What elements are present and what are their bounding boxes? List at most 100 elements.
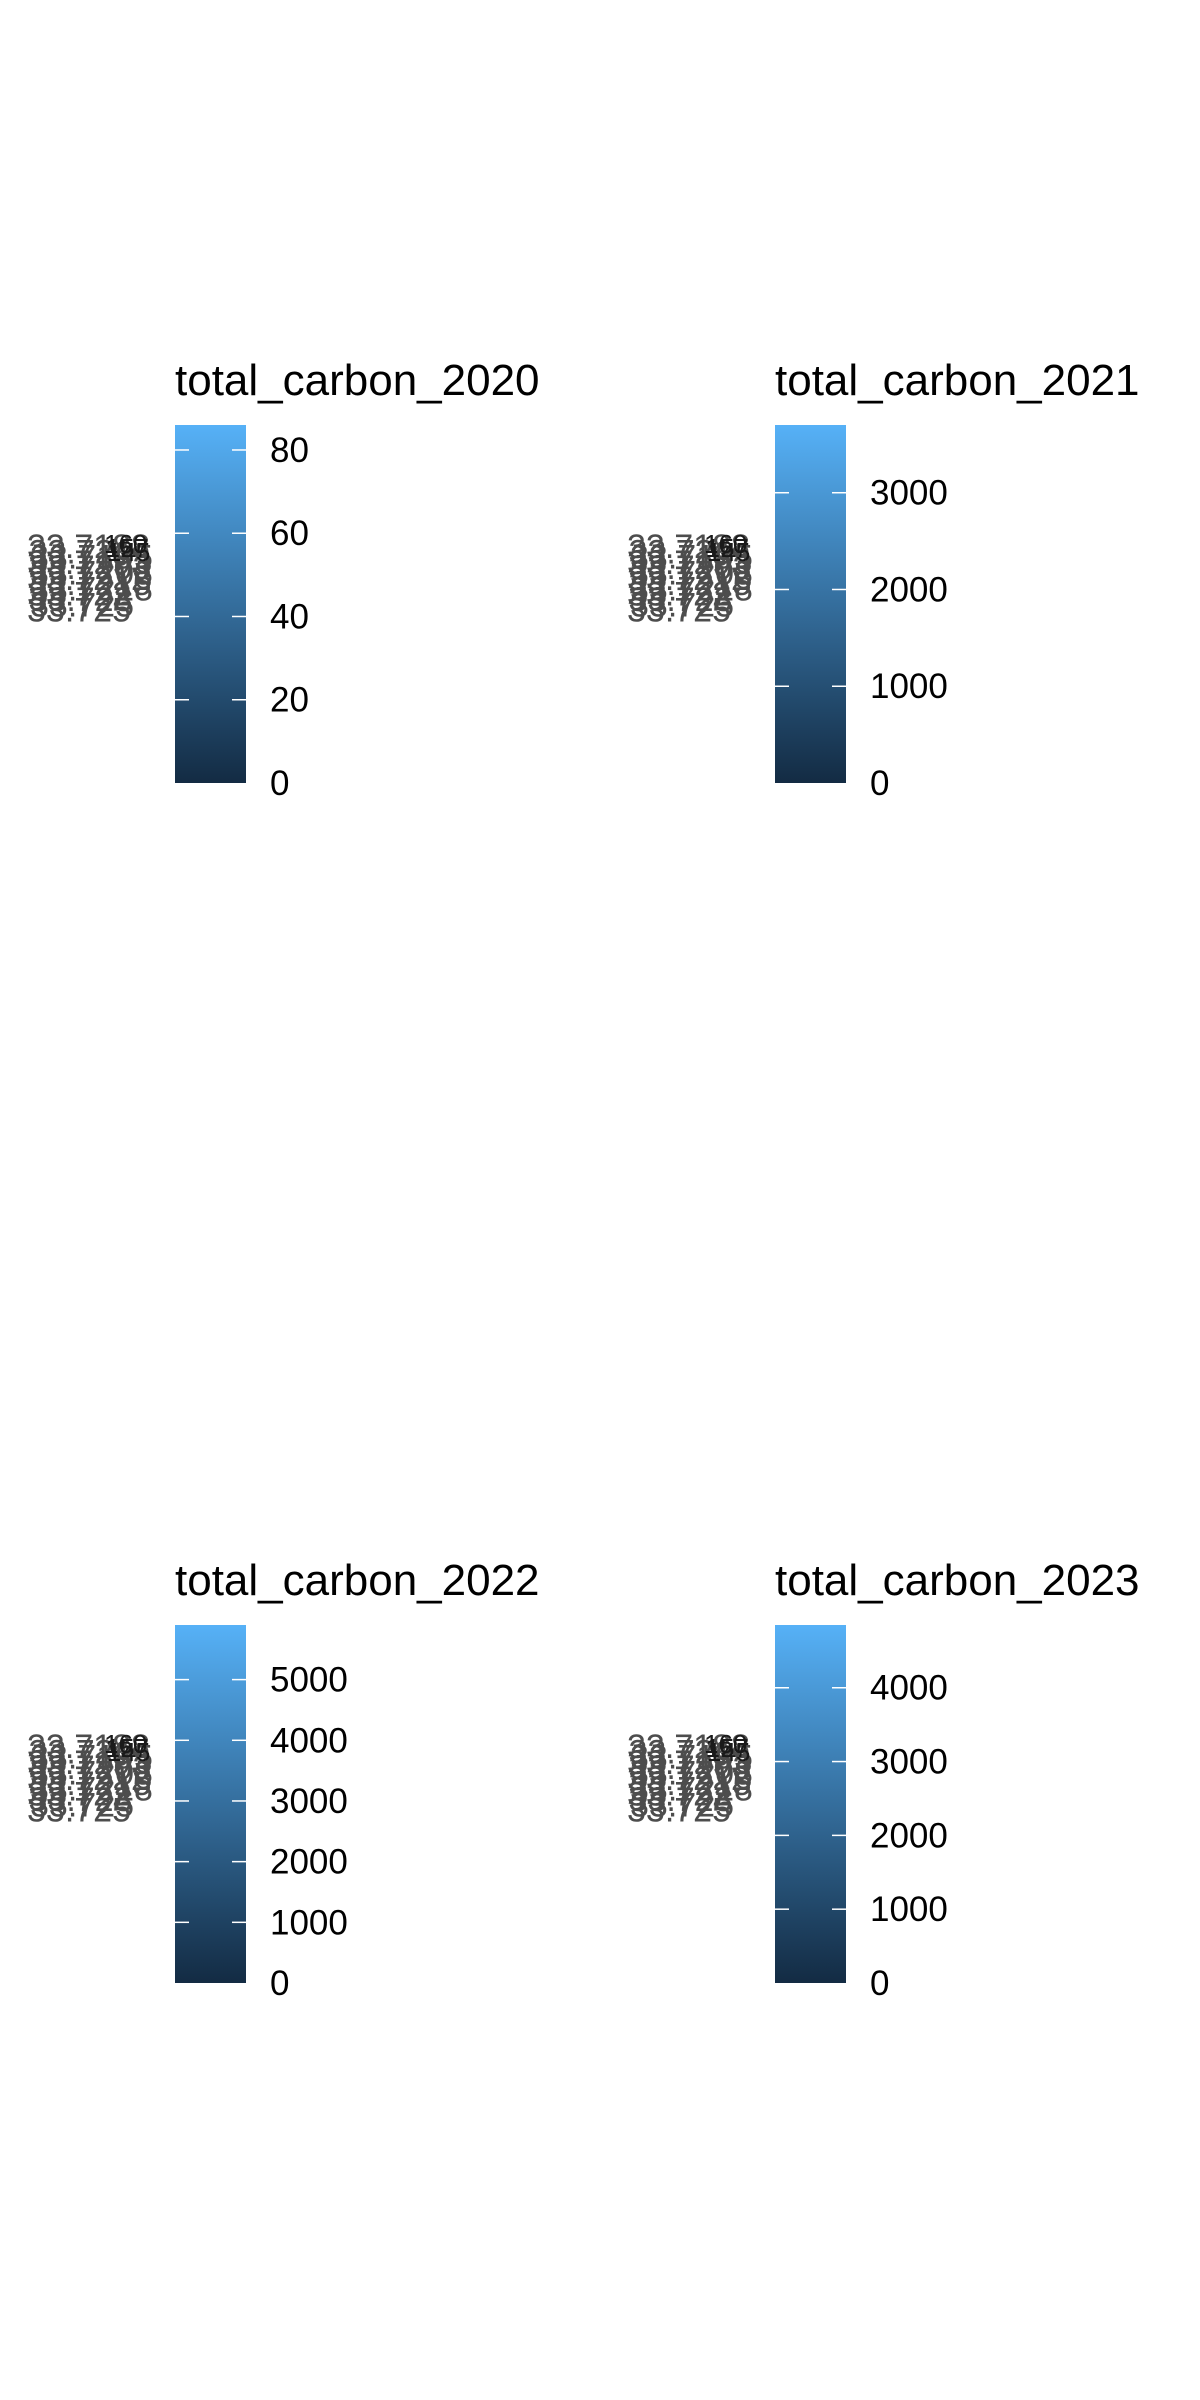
axis-label: 33.725 <box>627 592 731 630</box>
axis-label: 33.7212 <box>27 560 150 598</box>
axis-label: 33.725 <box>27 1792 131 1830</box>
chart-panel-1: total_carbon_202033.718833.72133.719533.… <box>27 356 540 803</box>
colorbar-tick-label: 80 <box>270 431 309 470</box>
axis-label: 33.7188 <box>27 1728 150 1766</box>
axis-label: 33.7218 <box>30 1770 153 1808</box>
axis-label: 33.7203 <box>629 1749 752 1787</box>
axis-label: 33.7218 <box>630 570 753 608</box>
axis-label: 33.7188 <box>627 1728 750 1766</box>
colorbar-tick-label: 0 <box>270 764 289 803</box>
axis-label: 33.725 <box>630 586 734 624</box>
axis-label: 33.721 <box>629 533 733 571</box>
axis-label: 33.7203 <box>29 549 152 587</box>
axis-label: 33.7215 <box>29 565 152 603</box>
colorbar <box>775 425 846 783</box>
legend-title: total_carbon_2022 <box>175 1556 540 1605</box>
legend-title: total_carbon_2023 <box>775 1556 1140 1605</box>
axis-label: 33.721 <box>29 1733 133 1771</box>
axis-label: 33.7215 <box>629 1765 752 1803</box>
axis-tick-label: 157 <box>106 533 149 563</box>
axis-label: 33.723 <box>629 1781 733 1819</box>
axis-label: 33.7212 <box>627 560 750 598</box>
axis-label: 33.725 <box>630 1786 734 1824</box>
legend-title: total_carbon_2020 <box>175 356 540 405</box>
axis-label: 33.7218 <box>30 570 153 608</box>
colorbar <box>175 425 246 783</box>
axis-label: 33.7208 <box>630 555 753 593</box>
colorbar-cap <box>787 780 834 783</box>
axis-label: 33.723 <box>29 1781 133 1819</box>
chart-panel-4: total_carbon_202333.718833.72133.719533.… <box>627 1556 1140 2003</box>
axis-label: 33.723 <box>629 581 733 619</box>
axis-label: 33.7188 <box>627 528 750 566</box>
axis-tick-label: 157 <box>706 533 749 563</box>
colorbar-tick-label: 60 <box>270 514 309 553</box>
axis-tick-label: 160 <box>104 529 147 559</box>
colorbar-tick-label: 3000 <box>270 1782 348 1821</box>
axis-label: 33.721 <box>29 533 133 571</box>
axis-tick-label: 160 <box>704 1729 747 1759</box>
axis-tick-label: 160 <box>104 1729 147 1759</box>
axis-tick-label: 160 <box>704 529 747 559</box>
colorbar-tick-label: 1000 <box>870 667 948 706</box>
chart-panel-2: total_carbon_202133.718833.72133.719533.… <box>627 356 1140 803</box>
axis-label: 33.7203 <box>629 549 752 587</box>
colorbar-cap <box>187 1980 234 1983</box>
colorbar <box>775 1625 846 1983</box>
axis-label: 33.7195 <box>630 539 753 577</box>
axis-label: 33.7193 <box>27 544 150 582</box>
axis-label: 33.7195 <box>30 539 153 577</box>
axis-tick-label: 145 <box>107 1737 150 1767</box>
axis-label: 33.7195 <box>30 1739 153 1777</box>
axis-tick-label: 157 <box>706 1733 749 1763</box>
axis-label: 33.7208 <box>630 1755 753 1793</box>
chart-panel-3: total_carbon_202233.718833.72133.719533.… <box>27 1556 540 2003</box>
axis-label: 33.725 <box>627 1792 731 1830</box>
axis-label: 33.722 <box>27 576 131 614</box>
axis-label: 33.723 <box>29 581 133 619</box>
axis-label: 33.722 <box>627 576 731 614</box>
axis-label: 33.7203 <box>29 1749 152 1787</box>
colorbar-tick-label: 20 <box>270 681 309 720</box>
axis-label: 33.7188 <box>27 528 150 566</box>
axis-label: 33.721 <box>629 1733 733 1771</box>
axis-tick-label: 145 <box>707 1737 750 1767</box>
legend-title: total_carbon_2021 <box>775 356 1140 405</box>
axis-label: 33.722 <box>27 1776 131 1814</box>
colorbar-tick-label: 1000 <box>870 1890 948 1929</box>
axis-tick-label: 157 <box>106 1733 149 1763</box>
axis-label: 33.7193 <box>627 544 750 582</box>
colorbar-tick-label: 3000 <box>870 1743 948 1782</box>
axis-label: 33.7218 <box>630 1770 753 1808</box>
colorbar-tick-label: 4000 <box>270 1721 348 1760</box>
colorbar-tick-label: 0 <box>870 1964 889 2003</box>
colorbar-tick-label: 2000 <box>870 1816 948 1855</box>
axis-label: 33.722 <box>627 1776 731 1814</box>
colorbar <box>175 1625 246 1983</box>
axis-tick-label: 145 <box>707 537 750 567</box>
axis-label: 33.7212 <box>627 1760 750 1798</box>
axis-tick-label: 145 <box>107 537 150 567</box>
axis-label: 33.725 <box>30 586 134 624</box>
colorbar-cap <box>787 1980 834 1983</box>
colorbar-tick-label: 0 <box>270 1964 289 2003</box>
axis-label: 33.7193 <box>27 1744 150 1782</box>
axis-label: 33.7193 <box>627 1744 750 1782</box>
axis-label: 33.7195 <box>630 1739 753 1777</box>
colorbar-cap <box>187 780 234 783</box>
colorbar-tick-label: 0 <box>870 764 889 803</box>
colorbar-tick-label: 5000 <box>270 1661 348 1700</box>
colorbar-tick-label: 2000 <box>870 570 948 609</box>
colorbar-tick-label: 2000 <box>270 1843 348 1882</box>
colorbar-tick-label: 3000 <box>870 474 948 513</box>
axis-label: 33.725 <box>30 1786 134 1824</box>
axis-label: 33.7208 <box>30 1755 153 1793</box>
axis-label: 33.725 <box>27 592 131 630</box>
colorbar-tick-label: 40 <box>270 597 309 636</box>
axis-label: 33.7208 <box>30 555 153 593</box>
axis-label: 33.7212 <box>27 1760 150 1798</box>
axis-label: 33.7215 <box>629 565 752 603</box>
colorbar-tick-label: 4000 <box>870 1669 948 1708</box>
